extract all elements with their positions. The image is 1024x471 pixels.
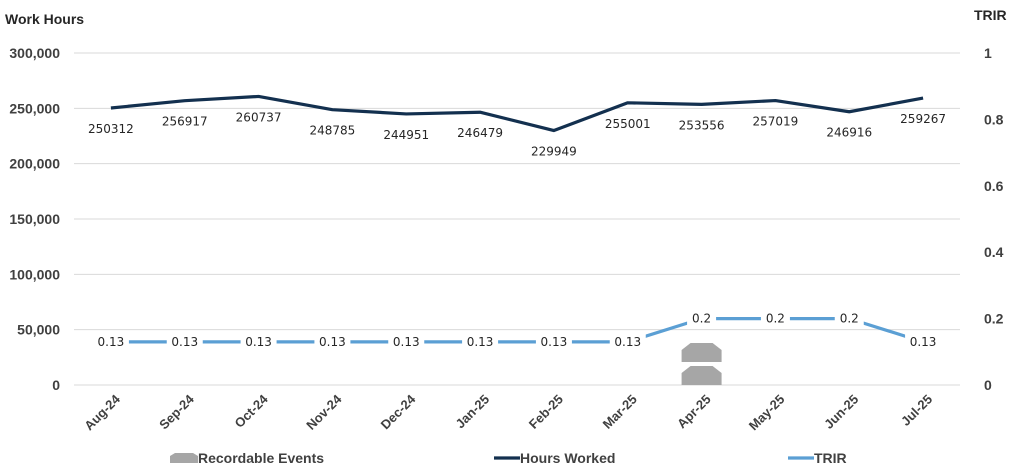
trir-label-background xyxy=(760,309,790,328)
trir-label-background xyxy=(314,332,351,351)
trir-label-background xyxy=(462,332,499,351)
hours-worked-data-label: 229949 xyxy=(531,145,577,159)
legend: Recordable Events Hours Worked TRIR xyxy=(170,450,847,466)
y2-tick-label: 0.2 xyxy=(984,311,1004,327)
trir-data-label: 0.13 xyxy=(910,335,937,349)
recordable-event-bar xyxy=(681,343,722,362)
y2-axis-ticks: 0 0.2 0.4 0.6 0.8 1 xyxy=(984,45,1004,393)
x-tick-label: Feb-25 xyxy=(526,392,566,432)
y-tick-label: 300,000 xyxy=(9,45,60,61)
trir-data-label: 0.2 xyxy=(692,312,711,326)
trir-label-background xyxy=(905,332,942,351)
trir-data-label: 0.2 xyxy=(840,312,859,326)
gridlines xyxy=(74,52,960,386)
trir-data-label: 0.13 xyxy=(245,335,272,349)
y2-tick-label: 0.8 xyxy=(984,111,1004,127)
x-tick-label: Jan-25 xyxy=(452,392,492,432)
hours-worked-data-label: 260737 xyxy=(236,110,282,124)
recordable-event-bar xyxy=(681,366,722,385)
trir-data-label: 0.13 xyxy=(393,335,420,349)
trir-data-label: 0.13 xyxy=(171,335,198,349)
y-tick-label: 150,000 xyxy=(9,211,60,227)
y-tick-label: 100,000 xyxy=(9,266,60,282)
hours-worked-data-label: 253556 xyxy=(679,118,725,132)
recordable-events-bars xyxy=(681,343,722,385)
legend-label-trir: TRIR xyxy=(814,450,847,466)
y2-tick-label: 1 xyxy=(984,45,992,61)
trir-label-background xyxy=(535,332,572,351)
y2-tick-label: 0.4 xyxy=(984,244,1004,260)
hours-worked-data-label: 256917 xyxy=(162,115,208,129)
trir-data-label: 0.13 xyxy=(467,335,494,349)
trir-data-label: 0.13 xyxy=(98,335,125,349)
trir-label-background xyxy=(687,309,717,328)
hours-worked-data-label: 250312 xyxy=(88,122,134,136)
trir-series: 0.13 0.13 0.13 0.13 0.13 0.13 0.13 0.13 0.2 0.2 0.… xyxy=(92,309,942,351)
legend-swatch-recordable-events xyxy=(170,453,198,463)
trir-data-label: 0.2 xyxy=(766,312,785,326)
x-tick-label: May-25 xyxy=(746,392,788,434)
hours-worked-data-label: 248785 xyxy=(310,124,356,138)
hours-worked-data-label: 259267 xyxy=(900,112,946,126)
y-tick-label: 250,000 xyxy=(9,100,60,116)
y2-tick-label: 0 xyxy=(984,377,992,393)
hours-worked-data-label: 244951 xyxy=(383,128,429,142)
trir-label-background xyxy=(92,332,129,351)
x-tick-label: Sep-24 xyxy=(156,391,197,432)
x-tick-label: Apr-25 xyxy=(674,392,714,432)
trir-data-label: 0.13 xyxy=(614,335,641,349)
legend-label-recordable-events: Recordable Events xyxy=(198,450,324,466)
hours-worked-data-label: 257019 xyxy=(753,115,799,129)
hours-worked-data-label: 255001 xyxy=(605,117,651,131)
trir-label-background xyxy=(166,332,203,351)
x-tick-label: Oct-24 xyxy=(231,391,271,431)
y-tick-label: 200,000 xyxy=(9,156,60,172)
y-axis-title: Work Hours xyxy=(5,11,84,27)
y-tick-label: 50,000 xyxy=(17,322,60,338)
y2-tick-label: 0.6 xyxy=(984,178,1004,194)
x-tick-label: Jun-25 xyxy=(821,392,861,432)
hours-worked-data-label: 246479 xyxy=(457,126,503,140)
hours-worked-data-label: 246916 xyxy=(826,126,872,140)
hours-worked-line xyxy=(110,94,924,133)
trir-line xyxy=(110,317,924,344)
y-tick-label: 0 xyxy=(52,377,60,393)
y2-axis-title: TRIR xyxy=(974,7,1007,23)
trir-label-background xyxy=(609,332,646,351)
trir-data-label: 0.13 xyxy=(319,335,346,349)
x-tick-label: Jul-25 xyxy=(898,392,935,429)
x-axis-ticks: Aug-24 Sep-24 Oct-24 Nov-24 Dec-24 Jan-25 Feb-… xyxy=(81,391,935,433)
trir-label-background xyxy=(240,332,277,351)
hours-worked-series: 250312 256917 260737 248785 244951 246479 2299… xyxy=(88,94,946,159)
trir-data-label: 0.13 xyxy=(541,335,568,349)
trir-label-background xyxy=(388,332,425,351)
x-tick-label: Mar-25 xyxy=(600,392,640,432)
x-tick-label: Nov-24 xyxy=(303,391,345,433)
x-tick-label: Dec-24 xyxy=(378,391,419,432)
legend-label-hours-worked: Hours Worked xyxy=(520,450,615,466)
y-axis-ticks: 0 50,000 100,000 150,000 200,000 250,000 300,0… xyxy=(9,45,60,393)
x-tick-label: Aug-24 xyxy=(81,391,123,433)
trir-label-background xyxy=(834,309,864,328)
